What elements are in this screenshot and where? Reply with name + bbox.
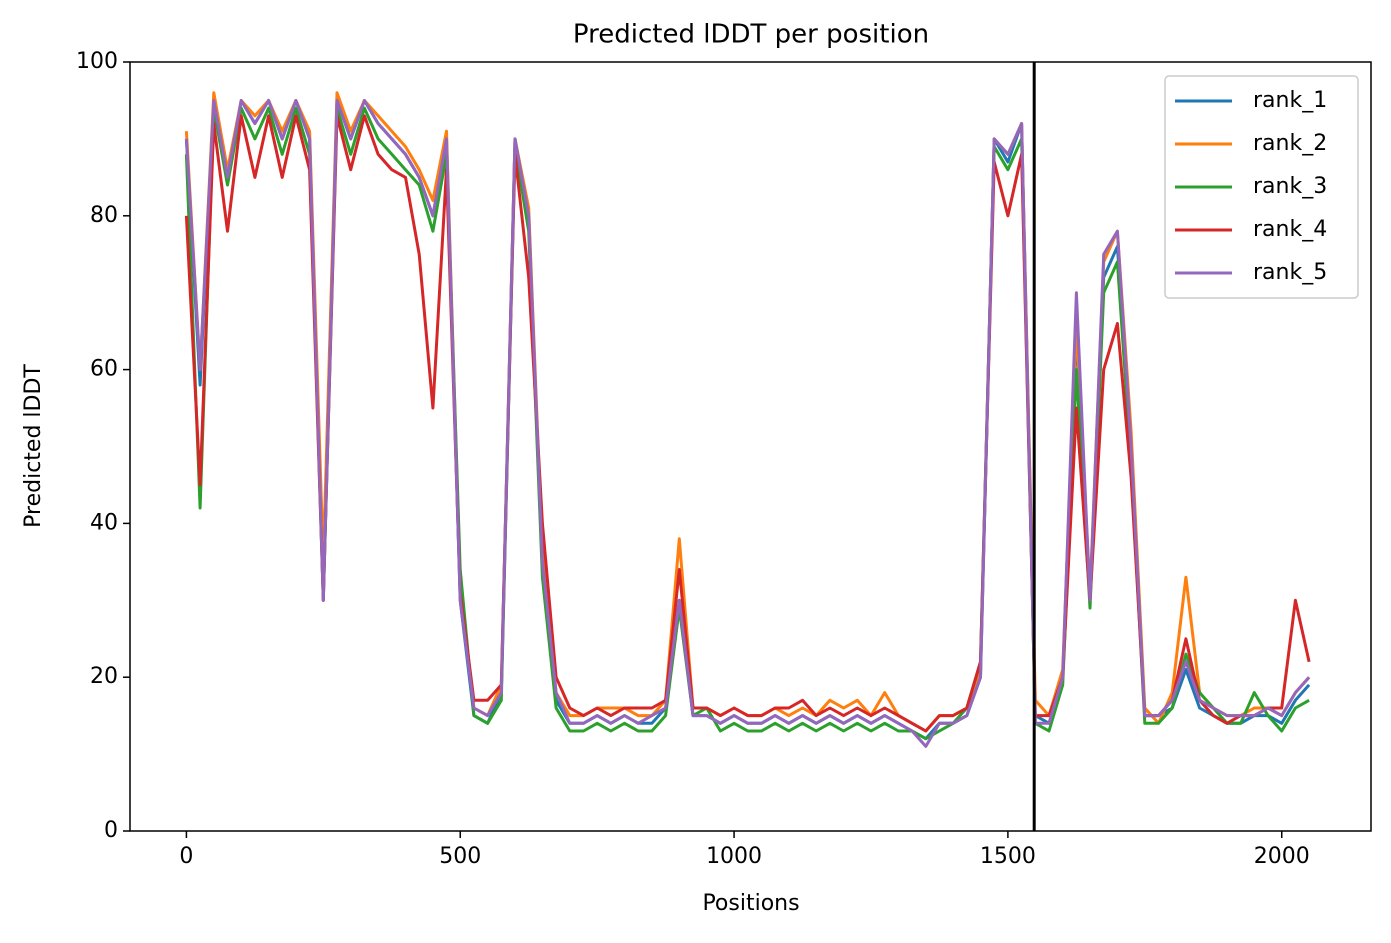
x-tick-label: 1500 bbox=[980, 844, 1036, 869]
y-tick-label: 80 bbox=[90, 203, 118, 228]
legend-label: rank_5 bbox=[1253, 260, 1327, 285]
x-tick-label: 2000 bbox=[1254, 844, 1310, 869]
plot-frame bbox=[129, 61, 1372, 832]
legend-label: rank_3 bbox=[1253, 174, 1327, 199]
x-axis-label: Positions bbox=[702, 891, 799, 916]
legend-label: rank_2 bbox=[1253, 131, 1327, 156]
y-tick-label: 0 bbox=[104, 818, 118, 843]
chart-title: Predicted lDDT per position bbox=[573, 20, 929, 50]
x-tick-label: 1000 bbox=[706, 844, 762, 869]
series-line bbox=[184, 99, 1311, 748]
series-line bbox=[184, 114, 1311, 733]
legend-label: rank_4 bbox=[1253, 217, 1327, 242]
y-tick-label: 100 bbox=[76, 49, 118, 74]
y-tick-label: 20 bbox=[90, 664, 118, 689]
y-axis-label: Predicted lDDT bbox=[21, 364, 46, 528]
x-tick-label: 500 bbox=[439, 844, 481, 869]
y-tick-label: 60 bbox=[90, 357, 118, 382]
legend-box bbox=[1164, 75, 1359, 299]
series-line bbox=[184, 106, 1310, 741]
x-tick-label: 0 bbox=[179, 844, 193, 869]
legend-label: rank_1 bbox=[1253, 88, 1327, 113]
y-tick-label: 40 bbox=[90, 510, 118, 535]
